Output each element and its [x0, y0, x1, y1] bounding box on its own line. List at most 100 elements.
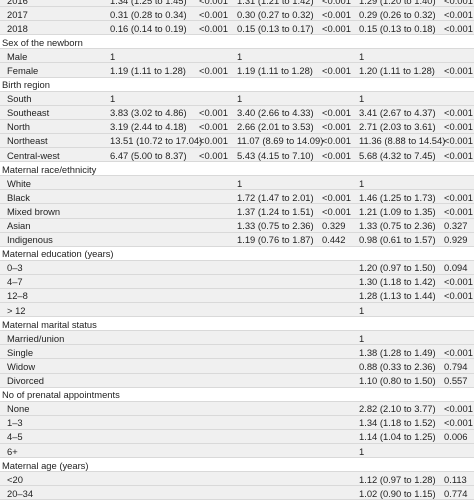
p-value-cell: <0.001: [322, 8, 351, 20]
ratio-cell: 11.36 (8.88 to 14.54): [359, 135, 446, 147]
row-label: North: [7, 121, 30, 133]
row-label: 20–34: [7, 487, 34, 499]
row-label: 2016: [7, 0, 28, 6]
table-row: 4–5 1.14 (1.04 to 1.25) 0.006: [0, 429, 474, 444]
ratio-cell: 5.43 (4.15 to 7.10): [237, 149, 314, 161]
row-label: Central-west: [7, 149, 60, 161]
row-label: Indigenous: [7, 234, 53, 246]
p-value-cell: <0.001: [322, 121, 351, 133]
p-value-cell: <0.001: [444, 276, 473, 288]
row-label: <20: [7, 473, 23, 485]
p-value-cell: <0.001: [444, 417, 473, 429]
p-value-cell: <0.001: [444, 121, 473, 133]
p-value-cell: 0.327: [444, 220, 468, 231]
section-header-row: No of prenatal appointments: [0, 387, 474, 402]
ratio-cell: 1.14 (1.04 to 1.25): [359, 431, 436, 443]
p-value-cell: <0.001: [199, 135, 228, 147]
row-label: Black: [7, 191, 30, 203]
ratio-cell: 1.37 (1.24 to 1.51): [237, 205, 314, 217]
ratio-cell: 1.38 (1.28 to 1.49): [359, 346, 436, 358]
p-value-cell: <0.001: [199, 0, 228, 6]
ratio-cell: 1: [359, 177, 365, 189]
p-value-cell: 0.006: [444, 431, 468, 443]
ratio-cell: 3.41 (2.67 to 4.37): [359, 107, 436, 119]
row-label: Female: [7, 64, 39, 76]
ratio-cell: 1: [359, 50, 365, 62]
p-value-cell: <0.001: [444, 107, 473, 119]
table-row: 0–3 1.20 (0.97 to 1.50) 0.094: [0, 260, 474, 275]
row-label: Asian: [7, 220, 31, 231]
p-value-cell: <0.001: [322, 191, 351, 203]
table-row: Divorced 1.10 (0.80 to 1.50) 0.557: [0, 373, 474, 388]
ratio-cell: 3.40 (2.66 to 4.33): [237, 107, 314, 119]
p-value-cell: 0.929: [444, 234, 468, 246]
row-label: Maternal race/ethnicity: [2, 163, 97, 175]
ratio-cell: 2.71 (2.03 to 3.61): [359, 121, 436, 133]
table-row: None 2.82 (2.10 to 3.77) <0.001: [0, 401, 474, 416]
ratio-cell: 1.19 (1.11 to 1.28): [110, 64, 186, 76]
section-header-row: Sex of the newborn: [0, 35, 474, 50]
p-value-cell: 0.113: [444, 473, 467, 485]
row-label: 2017: [7, 8, 28, 20]
ratio-cell: 1.02 (0.90 to 1.15): [359, 487, 436, 499]
table-row: Black 1.72 (1.47 to 2.01) <0.001 1.46 (1.25…: [0, 190, 474, 205]
ratio-cell: 13.51 (10.72 to 17.04): [110, 135, 203, 147]
table-row: Mixed brown 1.37 (1.24 to 1.51) <0.001 1.21…: [0, 204, 474, 219]
row-label: Sex of the newborn: [2, 36, 83, 48]
ratio-cell: 1.10 (0.80 to 1.50): [359, 375, 436, 387]
ratio-cell: 1.20 (1.11 to 1.28): [359, 64, 435, 76]
row-label: > 12: [7, 304, 26, 316]
row-label: Northeast: [7, 135, 48, 147]
p-value-cell: <0.001: [322, 149, 351, 161]
section-header-row: Maternal marital status: [0, 317, 474, 332]
table-row: Indigenous 1.19 (0.76 to 1.87) 0.442 0.98 (…: [0, 232, 474, 247]
row-label: Divorced: [7, 375, 44, 387]
ratio-cell: 0.88 (0.33 to 2.36): [359, 360, 436, 372]
row-label: Maternal marital status: [2, 318, 97, 330]
p-value-cell: <0.001: [199, 107, 228, 119]
table-row: Northeast 13.51 (10.72 to 17.04) <0.001 11.…: [0, 133, 474, 149]
ratio-cell: 1.34 (1.18 to 1.52): [359, 417, 436, 429]
p-value-cell: <0.001: [444, 149, 473, 161]
ratio-cell: 0.15 (0.13 to 0.17): [237, 22, 314, 34]
table-row: 1–3 1.34 (1.18 to 1.52) <0.001: [0, 415, 474, 430]
p-value-cell: <0.001: [322, 0, 351, 6]
ratio-cell: 1.19 (0.76 to 1.87): [237, 234, 314, 246]
section-header-row: Maternal age (years): [0, 458, 474, 473]
p-value-cell: 0.774: [444, 487, 468, 499]
p-value-cell: <0.001: [444, 0, 473, 6]
ratio-cell: 1: [237, 177, 243, 189]
ratio-cell: 3.83 (3.02 to 4.86): [110, 107, 187, 119]
p-value-cell: <0.001: [322, 205, 351, 217]
ratio-cell: 1.28 (1.13 to 1.44): [359, 290, 436, 302]
table-row: 20–34 1.02 (0.90 to 1.15) 0.774: [0, 486, 474, 500]
ratio-cell: 1: [359, 304, 365, 316]
table-row: > 12 1: [0, 303, 474, 318]
row-label: Southeast: [7, 107, 50, 119]
ratio-cell: 0.31 (0.28 to 0.34): [110, 8, 187, 20]
row-label: Widow: [7, 360, 36, 372]
p-value-cell: <0.001: [199, 149, 228, 161]
p-value-cell: 0.794: [444, 360, 468, 372]
row-label: Single: [7, 346, 34, 358]
row-label: Maternal education (years): [2, 248, 114, 260]
row-label: 6+: [7, 445, 18, 457]
ratio-cell: 5.68 (4.32 to 7.45): [359, 149, 436, 161]
row-label: No of prenatal appointments: [2, 389, 120, 401]
table-row: Female 1.19 (1.11 to 1.28) <0.001 1.19 (1.1…: [0, 63, 474, 78]
row-label: 2018: [7, 22, 28, 34]
p-value-cell: <0.001: [322, 107, 351, 119]
ratio-cell: 11.07 (8.69 to 14.09): [237, 135, 324, 147]
ratio-cell: 1.12 (0.97 to 1.28): [359, 473, 436, 485]
ratio-cell: 0.30 (0.27 to 0.32): [237, 8, 314, 20]
section-header-row: Maternal race/ethnicity: [0, 162, 474, 177]
ratio-cell: 2.66 (2.01 to 3.53): [237, 121, 314, 133]
p-value-cell: <0.001: [322, 135, 351, 147]
table-row: Male 1 1 1: [0, 49, 474, 64]
ratio-cell: 1: [237, 93, 243, 105]
p-value-cell: <0.001: [444, 205, 473, 217]
table-row: White 1 1: [0, 176, 474, 191]
p-value-cell: <0.001: [444, 403, 473, 415]
table-row: 2018 0.16 (0.14 to 0.19) <0.001 0.15 (0.13 …: [0, 21, 474, 36]
